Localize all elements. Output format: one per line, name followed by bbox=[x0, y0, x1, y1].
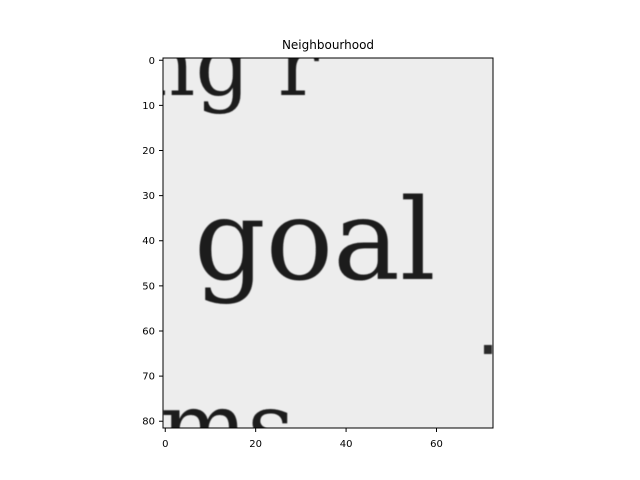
image-plot: ng r goal ms bbox=[140, 16, 493, 480]
x-tick-label: 60 bbox=[430, 439, 443, 450]
bottom-fragment-text: ms bbox=[160, 373, 294, 480]
y-tick-label: 20 bbox=[142, 146, 155, 157]
y-tick-label: 60 bbox=[142, 326, 155, 337]
y-tick-label: 50 bbox=[142, 281, 155, 292]
edge-ink-dot bbox=[484, 345, 492, 354]
y-tick-label: 30 bbox=[142, 191, 155, 202]
x-axis: 0 20 40 60 bbox=[162, 428, 443, 450]
y-tick-label: 10 bbox=[142, 101, 155, 112]
x-tick-label: 40 bbox=[340, 439, 353, 450]
y-axis: 0 10 20 30 40 50 60 70 80 bbox=[142, 56, 163, 428]
chart-title: Neighbourhood bbox=[282, 38, 374, 52]
y-tick-label: 80 bbox=[142, 417, 155, 428]
center-word-text: goal bbox=[194, 176, 436, 306]
y-tick-label: 0 bbox=[149, 56, 155, 67]
plot-frame bbox=[162, 57, 494, 429]
x-tick-label: 20 bbox=[249, 439, 262, 450]
x-tick-label: 0 bbox=[162, 439, 168, 450]
top-fragment-text: ng r bbox=[140, 16, 320, 116]
y-tick-label: 40 bbox=[142, 236, 155, 247]
y-tick-label: 70 bbox=[142, 372, 155, 383]
paper-background bbox=[163, 58, 493, 428]
